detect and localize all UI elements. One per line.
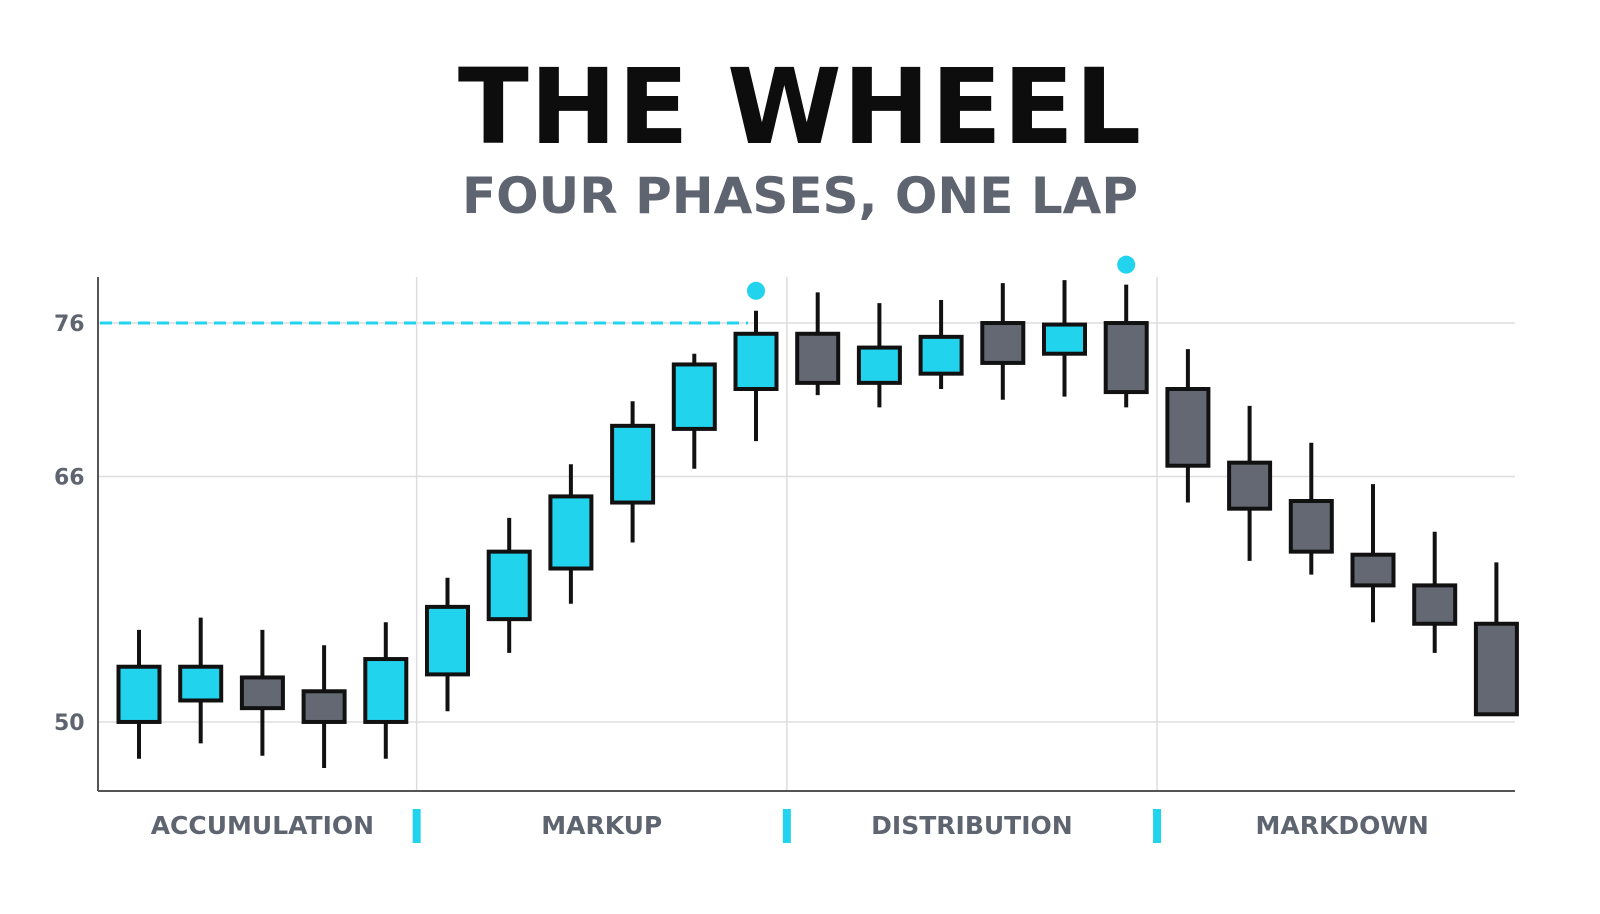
candle bbox=[1288, 442, 1334, 575]
phase-layer: ACCUMULATION MARKUP DISTRIBUTION MARKDOWN bbox=[151, 809, 1429, 843]
candle bbox=[1227, 405, 1273, 561]
candle-layer bbox=[116, 280, 1519, 768]
candle-body-bearish bbox=[980, 321, 1026, 365]
candle bbox=[610, 401, 656, 543]
candle bbox=[1165, 349, 1211, 503]
candle-body-bearish bbox=[1412, 583, 1458, 626]
candle bbox=[1412, 531, 1458, 653]
candle-body-bullish bbox=[178, 664, 224, 703]
chart-subtitle: FOUR PHASES, ONE LAP bbox=[461, 167, 1139, 225]
candle bbox=[486, 517, 532, 653]
candle-body-bullish bbox=[425, 604, 470, 677]
candle bbox=[1350, 484, 1396, 623]
candle-body-bullish bbox=[610, 423, 656, 505]
candle-body-bullish bbox=[116, 664, 162, 724]
candle-body-bearish bbox=[301, 689, 347, 724]
candle-body-bullish bbox=[548, 494, 594, 571]
candle-body-bearish bbox=[1473, 621, 1519, 717]
candle-body-bearish bbox=[1350, 552, 1396, 588]
signal-dot-marker bbox=[1117, 255, 1136, 274]
candle bbox=[301, 645, 347, 768]
signal-dot-marker bbox=[747, 281, 765, 300]
phase-label-markdown: MARKDOWN bbox=[1255, 811, 1428, 840]
candle-body-bearish bbox=[1288, 499, 1334, 554]
candle-body-bearish bbox=[1227, 460, 1273, 511]
candle-body-bullish bbox=[856, 345, 902, 385]
candle bbox=[671, 353, 717, 469]
candle bbox=[795, 292, 841, 396]
candle bbox=[363, 622, 409, 759]
phase-label-markup: MARKUP bbox=[541, 811, 662, 840]
candle bbox=[425, 577, 470, 712]
candle bbox=[1042, 280, 1087, 397]
candle bbox=[1103, 284, 1149, 408]
candle bbox=[856, 303, 902, 408]
candle bbox=[178, 617, 224, 744]
y-tick-label: 76 bbox=[54, 312, 85, 337]
phase-separator-tick bbox=[412, 809, 421, 843]
candle-body-bullish bbox=[671, 362, 717, 431]
y-tick-label: 66 bbox=[54, 465, 85, 490]
candle-body-bullish bbox=[733, 331, 779, 392]
candle-body-bullish bbox=[1042, 322, 1087, 356]
candle bbox=[980, 283, 1026, 400]
y-tick-label: 50 bbox=[54, 711, 85, 736]
candle-body-bearish bbox=[1165, 387, 1211, 468]
candle-body-bearish bbox=[239, 675, 285, 711]
phase-separator-tick bbox=[782, 809, 791, 843]
candle-body-bearish bbox=[1103, 321, 1149, 395]
marker-layer bbox=[747, 255, 1136, 300]
axis-layer: 50 66 76 bbox=[54, 277, 1515, 792]
candle-body-bearish bbox=[795, 331, 841, 385]
candle bbox=[116, 629, 162, 759]
candle bbox=[733, 310, 779, 442]
phase-label-distribution: DISTRIBUTION bbox=[871, 811, 1073, 840]
candle-body-bullish bbox=[363, 657, 409, 724]
phase-separator-tick bbox=[1153, 809, 1162, 843]
candle bbox=[239, 629, 285, 756]
candle-body-bullish bbox=[918, 334, 964, 376]
candle-body-bullish bbox=[486, 549, 532, 622]
candle bbox=[918, 300, 964, 390]
phase-label-accumulation: ACCUMULATION bbox=[151, 811, 374, 840]
chart-title: THE WHEEL bbox=[457, 46, 1143, 168]
candle bbox=[1473, 562, 1519, 717]
candle bbox=[548, 464, 594, 604]
